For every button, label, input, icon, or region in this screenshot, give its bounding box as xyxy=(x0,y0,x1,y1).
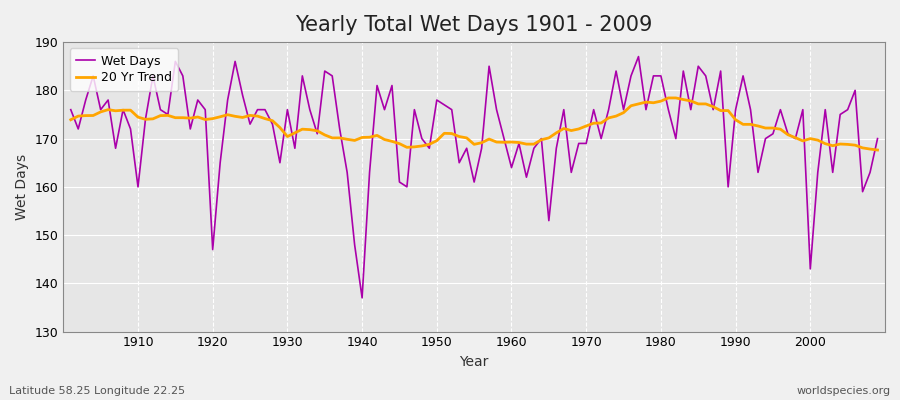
Y-axis label: Wet Days: Wet Days xyxy=(15,154,29,220)
20 Yr Trend xyxy=(872,148,883,152)
20 Yr Trend xyxy=(506,140,517,144)
Wet Days xyxy=(125,126,136,131)
Wet Days xyxy=(872,136,883,141)
Wet Days xyxy=(506,165,517,170)
Wet Days xyxy=(66,107,77,112)
Line: 20 Yr Trend: 20 Yr Trend xyxy=(71,98,878,150)
X-axis label: Year: Year xyxy=(460,355,489,369)
20 Yr Trend xyxy=(66,117,77,122)
Wet Days xyxy=(334,126,345,131)
Line: Wet Days: Wet Days xyxy=(71,56,878,298)
Legend: Wet Days, 20 Yr Trend: Wet Days, 20 Yr Trend xyxy=(69,48,178,91)
20 Yr Trend xyxy=(663,96,674,100)
Wet Days xyxy=(633,54,643,59)
Title: Yearly Total Wet Days 1901 - 2009: Yearly Total Wet Days 1901 - 2009 xyxy=(295,15,652,35)
20 Yr Trend xyxy=(499,140,509,145)
Wet Days xyxy=(603,107,614,112)
Text: worldspecies.org: worldspecies.org xyxy=(796,386,891,396)
20 Yr Trend xyxy=(596,120,607,125)
Wet Days xyxy=(514,141,525,146)
Text: Latitude 58.25 Longitude 22.25: Latitude 58.25 Longitude 22.25 xyxy=(9,386,185,396)
20 Yr Trend xyxy=(125,108,136,112)
Wet Days xyxy=(290,146,301,151)
20 Yr Trend xyxy=(334,136,345,140)
20 Yr Trend xyxy=(290,130,301,135)
Wet Days xyxy=(356,296,367,300)
